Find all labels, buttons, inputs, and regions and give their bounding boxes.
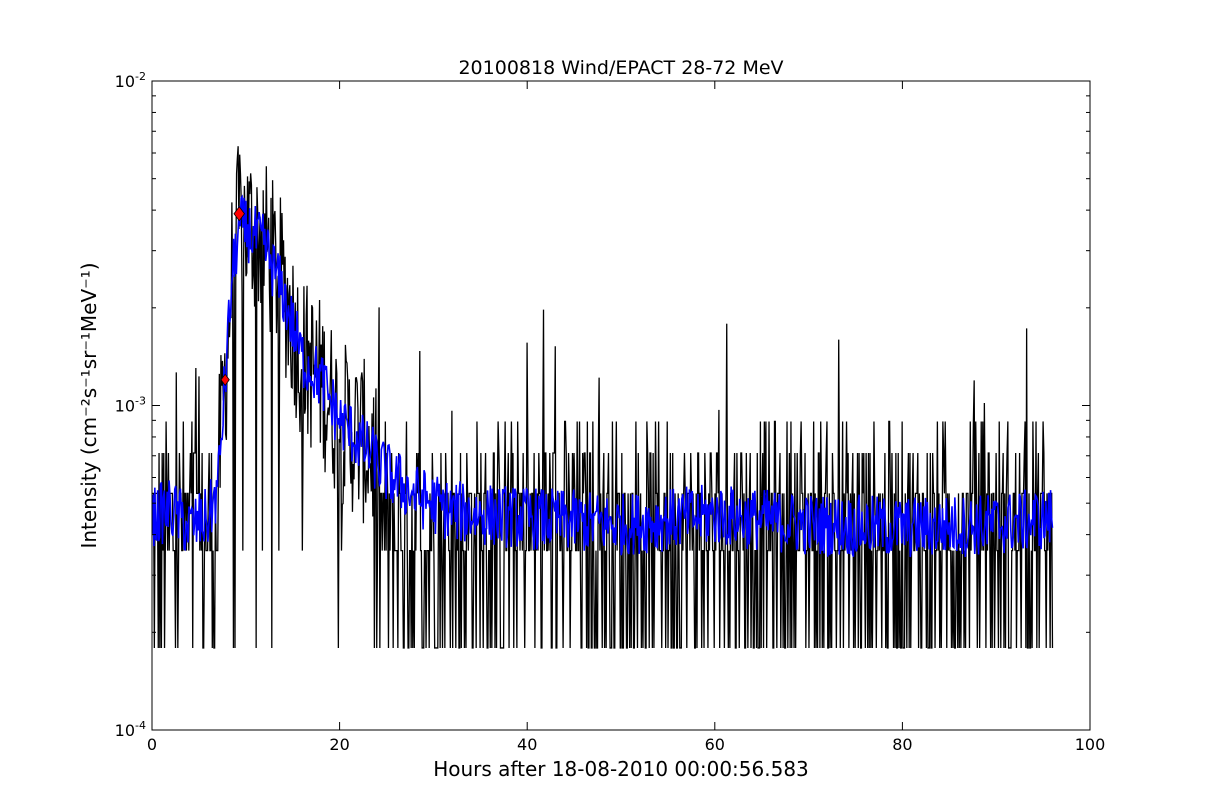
y-tick-label: 10-2: [115, 70, 146, 91]
x-axis-label: Hours after 18-08-2010 00:00:56.583: [433, 757, 809, 781]
y-tick-label: 10-3: [115, 395, 146, 416]
marker-onset: [220, 373, 230, 386]
x-tick-label: 80: [892, 735, 912, 754]
raw-intensity-line: [152, 146, 1054, 649]
x-tick-label: 0: [147, 735, 157, 754]
x-tick-label: 40: [517, 735, 537, 754]
x-tick-label: 20: [329, 735, 349, 754]
smoothed-intensity-line: [152, 194, 1054, 558]
y-axis-label: Intensity (cm⁻²s⁻¹sr⁻¹MeV⁻¹): [77, 262, 101, 548]
axes: 0 20 40 60 80 100 10-4 10-3 10-2: [115, 70, 1106, 754]
chart-title: 20100818 Wind/EPACT 28-72 MeV: [458, 57, 783, 79]
plot-area: [152, 146, 1054, 649]
x-tick-label: 60: [705, 735, 725, 754]
y-tick-label: 10-4: [115, 719, 146, 740]
marker-peak: [233, 206, 245, 222]
x-tick-label: 100: [1075, 735, 1106, 754]
